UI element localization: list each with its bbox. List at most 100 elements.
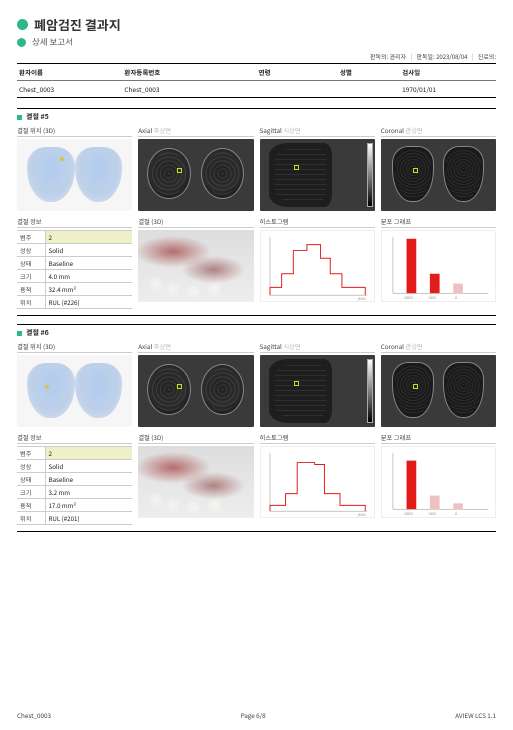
nodule-title: 결절 #5: [26, 112, 49, 122]
scan-coronal: [381, 355, 496, 427]
svg-text:-1000: -1000: [402, 295, 412, 301]
histogram-chart: (HU): [260, 230, 375, 302]
info-th: 범주: [17, 231, 45, 244]
info-row: 결절 정보 범주2 성상Solid 상태Baseline 크기4.0 mm 용적…: [17, 215, 496, 309]
panel-label-histo: 히스토그램: [260, 215, 375, 228]
th-regno: 환자등록번호: [122, 64, 256, 81]
panel-label-histo: 히스토그램: [260, 431, 375, 444]
panel-label-coronal: Coronal 관상면: [381, 124, 496, 137]
meta-row: 판독의: 관리자 | 판독일: 2023/08/04 | 진료의:: [17, 52, 496, 61]
bullet-icon: [17, 19, 28, 30]
scan-coronal: [381, 139, 496, 211]
info-th: 성상: [17, 460, 45, 473]
panel-label-3d: 결절 위치 (3D): [17, 124, 132, 137]
info-td-consistency: Solid: [45, 460, 132, 473]
patient-table: 환자이름 환자등록번호 연령 성별 검사일 Chest_0003 Chest_0…: [17, 63, 496, 98]
info-th: 용적: [17, 499, 45, 512]
section-head: 결절 #5: [17, 108, 496, 124]
nodule-info-table: 범주2 성상Solid 상태Baseline 크기3.2 mm 용적17.0 m…: [17, 446, 132, 525]
square-icon: [17, 331, 22, 336]
info-td-location: RUL (#201): [45, 512, 132, 525]
nodule-info-table: 범주2 성상Solid 상태Baseline 크기4.0 mm 용적32.4 m…: [17, 230, 132, 309]
scan-row: 결절 위치 (3D) Axial 축상면 Sagittal 시상면 Corona…: [17, 340, 496, 427]
scan-row: 결절 위치 (3D) Axial 축상면 Sagittal 시상면 Corona…: [17, 124, 496, 211]
histogram-chart: (HU): [260, 446, 375, 518]
panel-label-sagittal: Sagittal 시상면: [260, 340, 375, 353]
reader-value: 관리자: [390, 52, 407, 61]
info-td-volume: 17.0 mm³: [45, 499, 132, 512]
nodule-title: 결절 #6: [26, 328, 49, 338]
svg-text:-1000: -1000: [402, 511, 412, 517]
panel-label-3d: 결절 위치 (3D): [17, 340, 132, 353]
render-3d: [138, 446, 253, 518]
scan-3d: [17, 139, 132, 211]
scan-axial: [138, 355, 253, 427]
distribution-chart: -1000 -500 0: [381, 446, 496, 518]
info-td-category: 2: [45, 447, 132, 460]
separator: |: [410, 52, 412, 61]
info-td-size: 4.0 mm: [45, 270, 132, 283]
scan-sagittal: [260, 139, 375, 211]
read-date-value: 2023/08/04: [436, 52, 467, 61]
square-icon: [17, 115, 22, 120]
th-name: 환자이름: [17, 64, 122, 81]
panel-label-sagittal: Sagittal 시상면: [260, 124, 375, 137]
td-exam-date: 1970/01/01: [400, 81, 496, 98]
page-subtitle: 상세 보고서: [32, 36, 73, 48]
info-td-location: RUL (#226): [45, 296, 132, 309]
info-th: 상태: [17, 257, 45, 270]
scan-3d: [17, 355, 132, 427]
report-header: 폐암검진 결과지: [17, 15, 496, 34]
td-name: Chest_0003: [17, 81, 122, 98]
info-th: 범주: [17, 447, 45, 460]
read-date-label: 판독일:: [416, 52, 434, 61]
info-th: 크기: [17, 270, 45, 283]
section-head: 결절 #6: [17, 324, 496, 340]
panel-label-axial: Axial 축상면: [138, 124, 253, 137]
info-th: 상태: [17, 473, 45, 486]
panel-label-nod3d: 결절 (3D): [138, 431, 253, 444]
nodule-section: 결절 #5 결절 위치 (3D) Axial 축상면 Sagittal 시상면 C…: [17, 108, 496, 316]
footer-center: Page 6/8: [241, 711, 266, 720]
info-th: 크기: [17, 486, 45, 499]
scan-sagittal: [260, 355, 375, 427]
svg-text:-500: -500: [428, 295, 436, 301]
info-td-volume: 32.4 mm³: [45, 283, 132, 296]
th-exam-date: 검사일: [400, 64, 496, 81]
panel-label-dist: 분포 그래프: [381, 215, 496, 228]
info-th: 위치: [17, 512, 45, 525]
footer-right: AVIEW LCS 1.1: [455, 711, 496, 720]
panel-label-nod3d: 결절 (3D): [138, 215, 253, 228]
page-footer: Chest_0003 Page 6/8 AVIEW LCS 1.1: [17, 711, 496, 720]
info-td-size: 3.2 mm: [45, 486, 132, 499]
info-td-category: 2: [45, 231, 132, 244]
svg-text:(HU): (HU): [357, 296, 365, 301]
clinic-label: 진료의:: [478, 52, 496, 61]
nodule-section: 결절 #6 결절 위치 (3D) Axial 축상면 Sagittal 시상면 C…: [17, 324, 496, 532]
info-th: 용적: [17, 283, 45, 296]
panel-label-info: 결절 정보: [17, 431, 132, 444]
info-th: 위치: [17, 296, 45, 309]
info-row: 결절 정보 범주2 성상Solid 상태Baseline 크기3.2 mm 용적…: [17, 431, 496, 525]
footer-left: Chest_0003: [17, 711, 51, 720]
svg-text:0: 0: [455, 511, 457, 517]
info-td-status: Baseline: [45, 257, 132, 270]
scan-axial: [138, 139, 253, 211]
info-td-consistency: Solid: [45, 244, 132, 257]
svg-text:0: 0: [455, 295, 457, 301]
th-age: 연령: [256, 64, 337, 81]
panel-label-coronal: Coronal 관상면: [381, 340, 496, 353]
separator: |: [472, 52, 474, 61]
td-regno: Chest_0003: [122, 81, 256, 98]
page-title: 폐암검진 결과지: [34, 15, 121, 34]
info-th: 성상: [17, 244, 45, 257]
bullet-icon: [17, 38, 26, 47]
panel-label-info: 결절 정보: [17, 215, 132, 228]
reader-label: 판독의:: [370, 52, 388, 61]
th-sex: 성별: [338, 64, 400, 81]
svg-text:-500: -500: [428, 511, 436, 517]
panel-label-axial: Axial 축상면: [138, 340, 253, 353]
report-subheader: 상세 보고서: [17, 36, 496, 48]
render-3d: [138, 230, 253, 302]
info-td-status: Baseline: [45, 473, 132, 486]
